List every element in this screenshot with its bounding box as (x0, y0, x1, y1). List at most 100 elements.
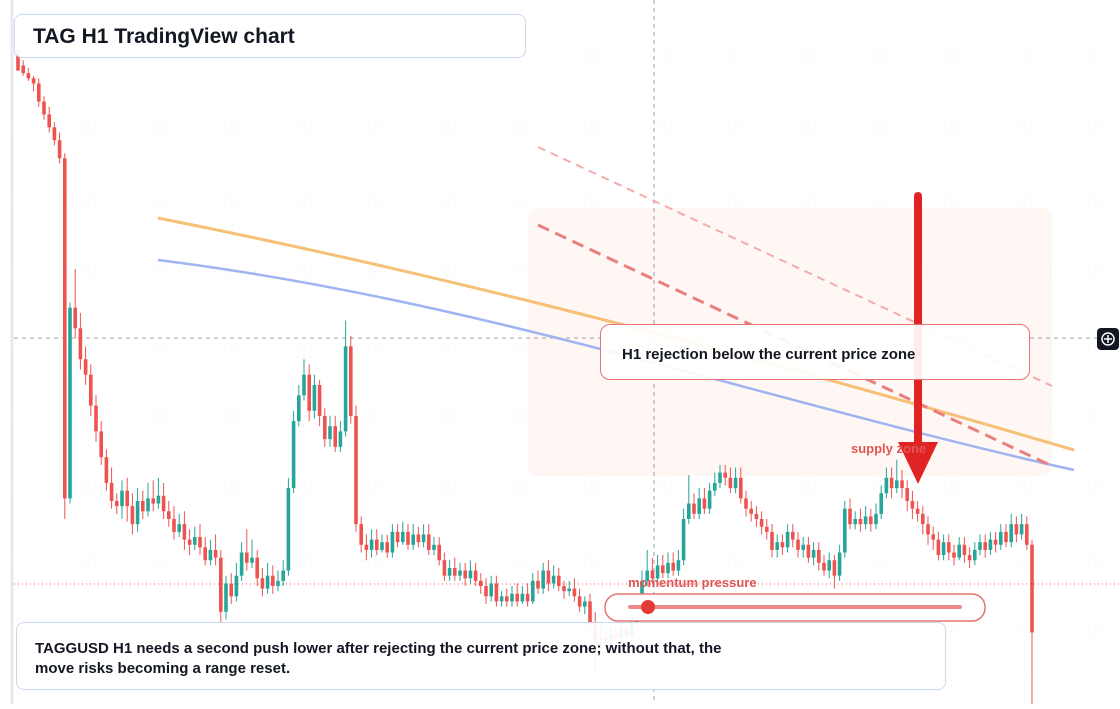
candle-body (99, 431, 103, 458)
candle (645, 549, 649, 586)
candle (447, 560, 452, 581)
candle (271, 565, 275, 594)
candle-body (666, 562, 670, 574)
trendline-dashed-upper (537, 146, 1053, 387)
candle (572, 578, 577, 602)
candle (869, 508, 873, 532)
candle-body (234, 575, 239, 597)
candle (780, 534, 785, 556)
candle (499, 591, 504, 607)
candle-body (187, 539, 192, 545)
candle (817, 542, 821, 571)
candle (661, 555, 665, 579)
candle (167, 500, 171, 527)
candle-body (848, 508, 852, 525)
candle (458, 562, 462, 581)
candle (546, 560, 551, 592)
candle (94, 395, 98, 442)
candle (203, 537, 207, 566)
candle (260, 567, 265, 597)
candle-body (905, 488, 909, 501)
candle (931, 526, 935, 550)
candle-body (1004, 531, 1008, 543)
candle (905, 480, 909, 512)
candle-body (219, 557, 223, 612)
candle (120, 480, 124, 519)
candle-body (650, 570, 655, 579)
candle-body (52, 127, 57, 141)
candle (832, 555, 837, 589)
candle (520, 586, 525, 605)
candle (375, 529, 379, 556)
candle-body (671, 562, 675, 571)
candle-body (947, 542, 951, 553)
candle-body (988, 539, 993, 550)
candle (936, 531, 941, 561)
candle (843, 500, 847, 558)
candle (250, 539, 254, 568)
candle (146, 482, 150, 517)
candle (884, 467, 889, 499)
candle-body (993, 539, 998, 545)
candle-body (515, 593, 519, 602)
candle-body (697, 498, 701, 514)
callout-text: H1 rejection below the current price zon… (622, 346, 916, 363)
candle-body (879, 493, 883, 514)
candle (57, 132, 62, 164)
candle-body (57, 140, 62, 159)
candle-body (317, 385, 322, 416)
candle (276, 570, 280, 592)
candle-body (193, 537, 197, 545)
candle-body (359, 524, 363, 545)
candle-body (146, 498, 150, 512)
candle-body (468, 570, 473, 579)
momentum-meter (604, 593, 986, 622)
candle-body (333, 426, 337, 447)
candle-body (936, 539, 941, 556)
crosshair-plus-icon[interactable] (1097, 328, 1119, 350)
candle-body (297, 395, 301, 422)
candle-body (676, 560, 681, 571)
candle-body (827, 560, 831, 571)
candle (759, 511, 764, 535)
candle-body (276, 580, 280, 586)
candle (193, 526, 197, 550)
candle (156, 477, 161, 509)
candle (427, 524, 431, 556)
candle (1009, 513, 1013, 548)
candle (806, 537, 811, 563)
candle-body (494, 583, 499, 602)
candle (343, 320, 348, 437)
candle (791, 524, 795, 548)
candle-body (999, 531, 1003, 545)
momentum-track (628, 605, 962, 609)
candle-body (177, 524, 181, 532)
candle (453, 557, 457, 581)
candle (109, 467, 114, 509)
candle (234, 562, 239, 602)
candle-body (978, 542, 982, 550)
candle (728, 467, 733, 494)
candle (525, 583, 530, 607)
candle-body (239, 552, 244, 576)
candle-body (702, 498, 707, 509)
candle (104, 449, 109, 491)
candle (484, 578, 488, 605)
candle (967, 547, 972, 568)
candle-body (822, 562, 826, 571)
candle (1019, 513, 1024, 540)
candle-body (421, 534, 426, 543)
candle-body (47, 114, 51, 128)
candle (16, 50, 20, 71)
candle (874, 503, 878, 530)
candle (697, 488, 701, 519)
candle-body (541, 570, 545, 589)
candle-body (385, 542, 389, 553)
candle (187, 529, 192, 556)
candle (671, 552, 675, 576)
candle-body (453, 567, 457, 576)
candle (141, 490, 145, 519)
candle-body (557, 575, 561, 586)
candle (115, 493, 119, 514)
